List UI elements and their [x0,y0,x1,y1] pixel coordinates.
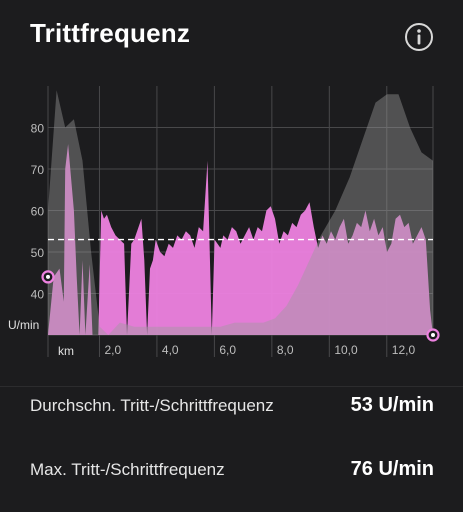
chart-overlay [41,238,440,342]
max-cadence-label: Max. Tritt-/Schrittfrequenz [30,460,225,479]
x-tick-label: 12,0 [392,343,416,357]
y-tick-label: 70 [31,163,45,177]
y-tick-label: 60 [31,205,45,219]
y-axis-unit: U/min [8,318,39,332]
info-icon[interactable] [404,22,434,52]
chart-labels: 40 50 60 70 80 U/min 2,0 4,0 6,0 8,0 10,0 12,0 km [8,122,415,359]
max-cadence-row: Max. Tritt-/Schrittfrequenz 76 U/min [30,458,434,481]
avg-cadence-value: 53 U/min [350,394,434,416]
avg-cadence-label: Durchschn. Tritt-/Schrittfrequenz [30,396,274,415]
chart-series [48,90,433,335]
end-marker-dot [431,333,435,337]
max-cadence-value: 76 U/min [350,458,434,480]
cadence-area [48,144,433,335]
cadence-chart: 40 50 60 70 80 U/min 2,0 4,0 6,0 8,0 10,0 12,0 km [8,86,440,359]
x-axis-unit: km [58,344,74,358]
elevation-area [48,90,433,335]
avg-cadence-row: Durchschn. Tritt-/Schrittfrequenz 53 U/m… [30,394,434,417]
x-tick-label: 4,0 [162,343,179,357]
divider [0,386,463,387]
x-tick-label: 8,0 [277,343,294,357]
start-marker-dot [46,274,50,279]
y-tick-label: 40 [31,288,45,302]
x-tick-label: 6,0 [219,343,236,357]
x-tick-label: 2,0 [104,343,121,357]
y-tick-label: 50 [31,246,45,260]
page-title: Trittfrequenz [30,18,191,48]
y-tick-label: 80 [31,122,45,136]
x-tick-label: 10,0 [334,343,358,357]
